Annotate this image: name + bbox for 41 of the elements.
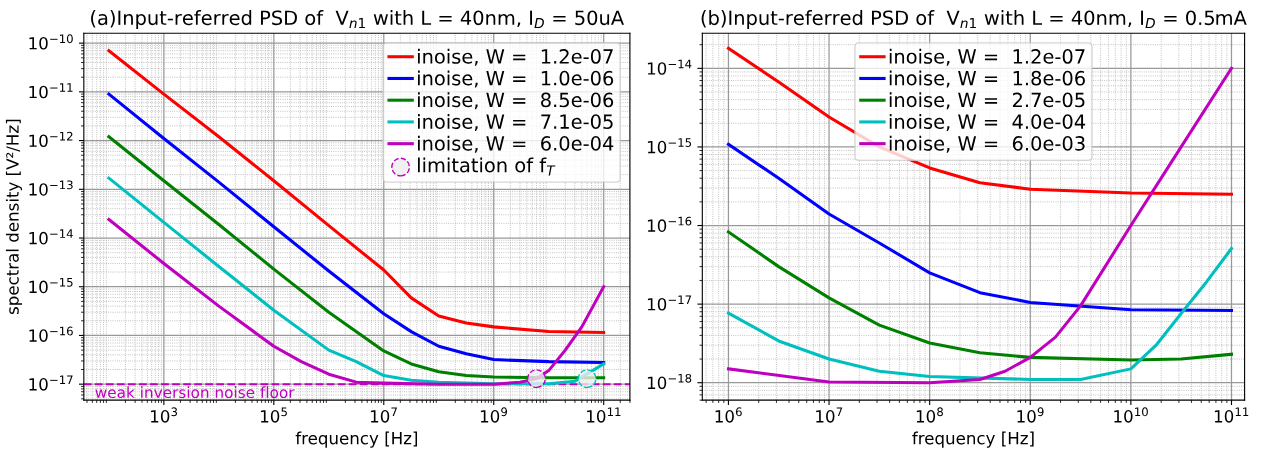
legend-label: inoise, W = 1.8e-06: [889, 70, 1085, 88]
x-tick-label: 10$^{11}$: [1214, 407, 1249, 423]
y-tick-label: 10$^{−13}$: [29, 180, 73, 196]
x-tick-label: 10$^{6}$: [715, 407, 742, 423]
y-tick-label: 10$^{−18}$: [647, 373, 692, 390]
y-tick-label: 10$^{−10}$: [29, 34, 73, 50]
ref-line-label: weak inversion noise floor: [95, 386, 295, 399]
y-tick-label: 10$^{−14}$: [647, 59, 692, 75]
x-tick-label: 10$^{3}$: [151, 407, 178, 423]
x-tick-label: 10$^{9}$: [480, 407, 508, 423]
legend-label: inoise, W = 4.0e-04: [889, 113, 1086, 131]
y-tick-label: 10$^{−17}$: [29, 375, 73, 391]
y-tick-label: 10$^{−11}$: [29, 83, 73, 99]
legend-label: inoise, W = 2.7e-05: [889, 92, 1085, 110]
y-tick-label: 10$^{−16}$: [29, 326, 73, 342]
x-axis-title: frequency [Hz]: [295, 431, 418, 448]
y-tick-label: 10$^{−17}$: [647, 295, 692, 311]
legend-label: inoise, W = 1.2e-07: [418, 48, 613, 66]
x-tick-label: 10$^{5}$: [260, 407, 287, 423]
chart-title: (a)Input-referred PSD of V$_{n1}$ with L = 40nm, I$_{D}$ = 50uA: [91, 10, 624, 29]
y-tick-label: 10$^{−14}$: [29, 229, 73, 245]
legend-label: inoise, W = 8.5e-06: [418, 92, 614, 110]
x-tick-label: 10$^{11}$: [587, 407, 621, 423]
y-tick-label: 10$^{−15}$: [647, 138, 692, 154]
y-tick-label: 10$^{−15}$: [29, 278, 73, 294]
x-tick-label: 10$^{10}$: [1114, 407, 1148, 423]
legend-label: inoise, W = 6.0e-04: [418, 135, 614, 153]
legend-label: inoise, W = 6.0e-03: [889, 135, 1085, 153]
legend-label: inoise, W = 1.0e-06: [418, 70, 614, 88]
x-tick-label: 10$^{7}$: [816, 407, 843, 423]
chart-title: (b)Input-referred PSD of V$_{n1}$ with L = 40nm, I$_{D}$ = 0.5mA: [701, 10, 1247, 29]
x-axis-title: frequency [Hz]: [912, 431, 1034, 448]
y-tick-label: 10$^{−16}$: [647, 216, 692, 232]
legend-label: limitation of f$_{T}$: [418, 157, 556, 176]
y-axis-title: spectral density [V²/Hz]: [5, 119, 23, 315]
x-tick-label: 10$^{9}$: [1017, 407, 1044, 423]
y-tick-label: 10$^{−12}$: [29, 131, 73, 148]
x-tick-label: 10$^{7}$: [370, 407, 397, 423]
x-tick-label: 10$^{8}$: [916, 407, 943, 423]
legend-label: inoise, W = 1.2e-07: [889, 48, 1085, 66]
legend-label: inoise, W = 7.1e-05: [418, 113, 613, 131]
